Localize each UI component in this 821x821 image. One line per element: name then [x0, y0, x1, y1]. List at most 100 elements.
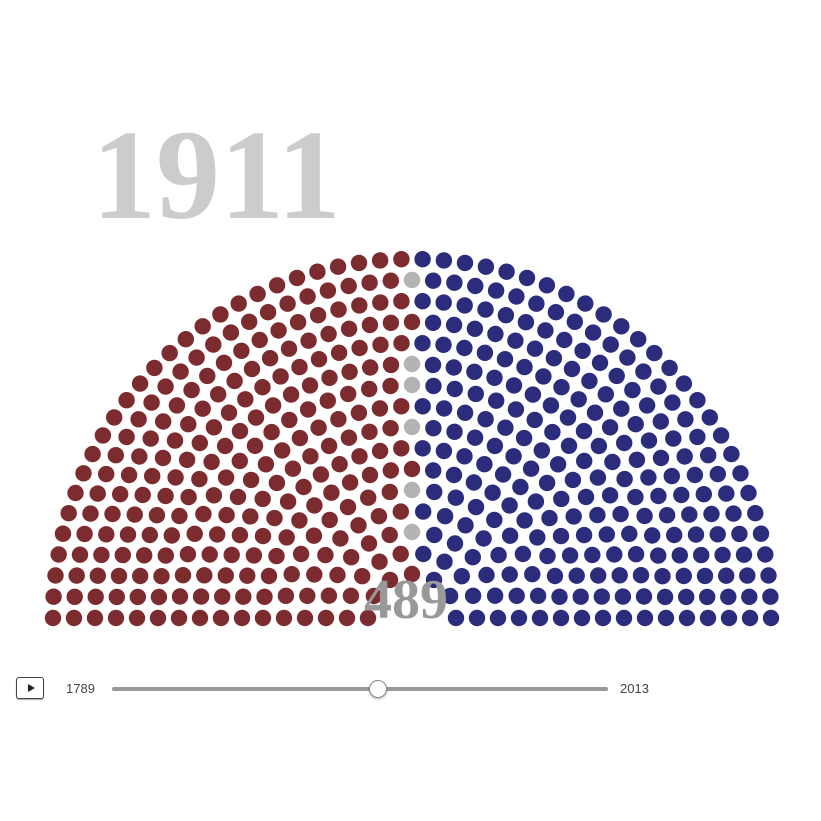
- seat-democratic: [128, 609, 146, 627]
- seat-republican: [456, 297, 473, 314]
- seat-democratic: [372, 294, 389, 311]
- seat-democratic: [233, 342, 250, 359]
- seat-republican: [424, 314, 442, 331]
- seat-democratic: [291, 358, 308, 376]
- seat-republican: [664, 394, 681, 411]
- seat-democratic: [239, 567, 256, 584]
- seat-republican: [720, 588, 737, 605]
- seat-democratic: [393, 293, 410, 310]
- seat-republican: [426, 483, 443, 501]
- seat-democratic: [382, 420, 399, 437]
- seat-democratic: [359, 609, 377, 627]
- year-slider-track[interactable]: [112, 680, 608, 698]
- seat-republican: [466, 320, 484, 337]
- seat-democratic: [167, 469, 184, 486]
- seat-democratic: [291, 512, 308, 529]
- seat-democratic: [118, 392, 135, 409]
- seat-republican: [529, 587, 547, 604]
- seat-democratic: [66, 588, 83, 605]
- seat-democratic: [205, 419, 223, 436]
- seat-democratic: [254, 379, 271, 396]
- seat-republican: [575, 526, 593, 544]
- seat-republican: [467, 385, 484, 403]
- seat-republican: [573, 609, 591, 627]
- seat-republican: [558, 285, 575, 303]
- seat-republican: [496, 351, 514, 368]
- seat-democratic: [247, 409, 265, 426]
- seat-republican: [507, 401, 525, 418]
- seat-democratic: [89, 485, 106, 502]
- seat-republican: [689, 428, 706, 446]
- seat-democratic: [403, 313, 421, 331]
- seat-republican: [531, 609, 549, 627]
- seat-republican: [601, 487, 619, 504]
- seat-democratic: [403, 565, 421, 583]
- seat-democratic: [93, 546, 110, 564]
- seat-democratic: [178, 451, 196, 468]
- seat-republican: [732, 465, 749, 482]
- seat-democratic: [300, 332, 317, 349]
- seat-democratic: [150, 588, 168, 606]
- seat-republican: [657, 609, 675, 627]
- seat-republican: [522, 460, 540, 477]
- seat-democratic: [222, 324, 240, 341]
- seat-republican: [757, 546, 774, 563]
- seat-democratic: [216, 437, 234, 455]
- seat-democratic: [340, 385, 357, 403]
- seat-democratic: [217, 469, 235, 486]
- seat-republican: [632, 567, 650, 584]
- seat-republican: [425, 462, 442, 479]
- seat-republican: [693, 546, 710, 564]
- seat-republican: [718, 567, 735, 584]
- seat-democratic: [220, 404, 238, 421]
- seat-democratic: [339, 498, 357, 516]
- seat-democratic: [243, 360, 261, 378]
- seat-republican: [517, 314, 535, 331]
- seat-democratic: [342, 587, 360, 604]
- seat-republican: [703, 505, 720, 523]
- seat-democratic: [191, 470, 208, 488]
- seat-republican: [488, 392, 505, 409]
- seat-republican: [613, 400, 630, 417]
- seat-democratic: [131, 375, 149, 392]
- seat-republican: [441, 587, 459, 605]
- timeline-controls: 1789 2013: [16, 676, 716, 702]
- seat-republican: [699, 588, 716, 606]
- seat-democratic: [254, 490, 271, 508]
- seat-republican: [652, 413, 669, 430]
- seat-republican: [484, 484, 501, 501]
- seat-republican: [508, 288, 525, 305]
- seat-republican: [477, 258, 495, 275]
- seat-republican: [551, 588, 568, 605]
- seat-republican: [696, 567, 714, 585]
- seat-democratic: [130, 411, 147, 428]
- seat-republican: [570, 391, 587, 408]
- seat-democratic: [195, 505, 212, 523]
- seat-republican: [577, 295, 594, 312]
- seat-republican: [526, 411, 543, 429]
- seat-republican: [677, 411, 694, 428]
- seat-republican: [414, 335, 431, 352]
- seat-democratic: [275, 609, 293, 627]
- play-button[interactable]: [16, 677, 44, 699]
- seat-republican: [497, 419, 514, 436]
- seat-republican: [547, 304, 565, 321]
- seat-democratic: [371, 553, 388, 570]
- year-slider-thumb[interactable]: [368, 680, 387, 698]
- seat-democratic: [371, 442, 389, 460]
- seat-republican: [666, 526, 683, 544]
- seat-democratic: [393, 251, 410, 268]
- seat-democratic: [338, 609, 356, 627]
- seat-democratic: [343, 549, 360, 566]
- seat-republican: [636, 609, 654, 627]
- seat-republican: [494, 466, 512, 483]
- seat-democratic: [50, 546, 67, 563]
- seat-democratic: [107, 609, 125, 627]
- seat-democratic: [268, 277, 286, 294]
- seat-democratic: [171, 507, 188, 525]
- seat-democratic: [143, 394, 160, 411]
- seat-democratic: [212, 609, 230, 627]
- seat-republican: [487, 325, 504, 343]
- seat-republican: [415, 545, 432, 563]
- seat-republican: [687, 526, 705, 543]
